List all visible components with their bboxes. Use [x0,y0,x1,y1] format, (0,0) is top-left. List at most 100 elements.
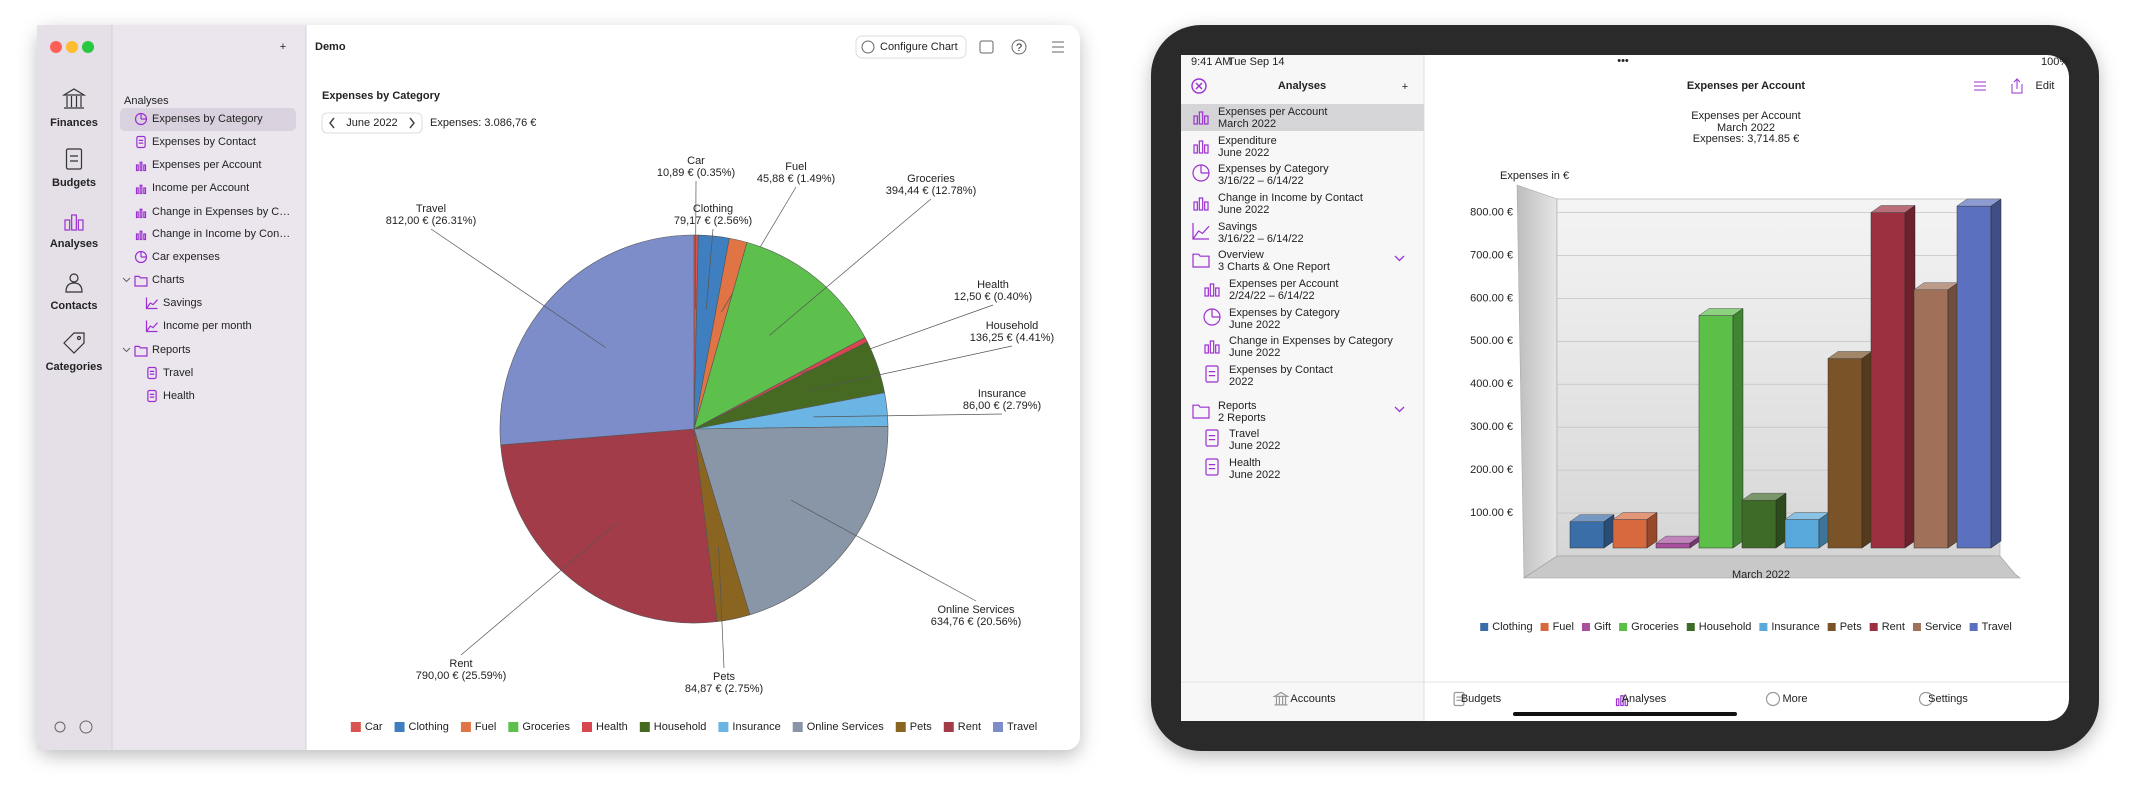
sidebar-item[interactable]: Income per Account [152,182,249,194]
icon [65,273,83,293]
list-icon[interactable] [1052,41,1064,53]
tab-label[interactable]: Budgets [1461,693,1502,705]
share-icon[interactable] [2011,78,2023,94]
icon-part [1198,140,1204,154]
add-button[interactable]: + [280,41,286,53]
add-button[interactable]: + [1402,81,1408,93]
list-title[interactable]: Reports [1218,400,1257,412]
leader-line [769,198,932,336]
help-icon[interactable] [1011,39,1027,55]
icon [145,320,158,333]
rail-label[interactable]: Contacts [50,300,97,312]
multitask-dots[interactable]: ••• [1617,55,1629,67]
icon [1205,429,1219,447]
slice-value: 86,00 € (2.79%) [963,400,1041,412]
bar-top-shade [1613,512,1657,520]
tab-label[interactable]: Settings [1928,693,1968,705]
icon-part [1204,115,1209,125]
pie-slice [693,242,866,430]
leader-line [718,546,725,669]
sidebar-item[interactable]: Expenses by Category [152,113,263,125]
bar-top-shade [1871,205,1915,213]
folder-label[interactable]: Reports [152,344,191,356]
folder-label[interactable]: Charts [152,274,185,286]
y-tick-label: 800.00 € [1470,206,1513,218]
y-tick-label: 500.00 € [1470,335,1513,347]
leader-line [705,228,714,310]
icon-part [61,88,87,109]
print-icon[interactable] [979,40,994,54]
sidebar-item[interactable]: Expenses by Contact [152,136,256,148]
tab-label[interactable]: Accounts [1290,693,1336,705]
bar-front [1827,358,1863,549]
y-tick-label: 700.00 € [1470,249,1513,261]
list-title[interactable]: Change in Income by Contact [1218,192,1363,204]
bar-top-shade [1957,199,2001,207]
list-title[interactable]: Health [1229,457,1261,469]
sidebar-item[interactable]: Income per month [163,320,252,332]
list-icon[interactable] [1974,81,1986,91]
icon-part [135,211,139,219]
icon [1204,283,1220,297]
bar-side-shade [1604,514,1614,548]
bar-front [1698,315,1734,549]
legend-swatch [350,722,361,732]
icon-part [65,148,83,170]
sidebar-item[interactable]: Car expenses [152,251,220,263]
edit-button[interactable]: Edit [2036,80,2055,92]
bar-top-shade [1914,282,1958,290]
rail-label[interactable]: Categories [46,361,103,373]
list-subtitle: June 2022 [1229,319,1280,331]
icon-part [139,230,143,241]
configure-button[interactable] [855,35,967,59]
zoom-button[interactable] [82,41,94,53]
list-title[interactable]: Expenses per Account [1229,278,1338,290]
play-icon[interactable] [79,720,93,734]
list-title[interactable]: Travel [1229,428,1259,440]
minimize-button[interactable] [66,41,78,53]
y-tick-label: 600.00 € [1470,292,1513,304]
icon [1193,111,1209,125]
tab-label[interactable]: Analyses [1622,693,1667,705]
sidebar-item[interactable]: Expenses per Account [152,159,261,171]
icon [136,135,146,149]
bar-front [1655,542,1691,549]
icon-part [1192,223,1210,240]
rail-label[interactable]: Finances [50,117,98,129]
list-title[interactable]: Expenses by Category [1229,307,1340,319]
sidebar-item[interactable]: Change in Expenses by C… [152,206,290,218]
period-arrows[interactable] [329,117,415,129]
chevron [122,277,131,283]
slice-value: 12,50 € (0.40%) [954,291,1032,303]
chart-note: Expenses: 3,714.85 € [1693,133,1799,145]
sidebar-item[interactable]: Health [163,390,195,402]
sidebar-item[interactable]: Travel [163,367,193,379]
user-icon[interactable] [54,721,66,733]
list-subtitle: June 2022 [1229,347,1280,359]
close-icon[interactable] [1191,78,1207,94]
legend-label: Pets [1840,621,1863,633]
list-title[interactable]: Expenses per Account [1218,106,1327,118]
list-title[interactable]: Savings [1218,221,1258,233]
list-title[interactable]: Expenses by Category [1218,163,1329,175]
list-title[interactable]: Overview [1218,249,1264,261]
list-subtitle: 2 Reports [1218,412,1266,424]
sidebar-item[interactable]: Savings [163,297,203,309]
tab-label[interactable]: More [1782,693,1807,705]
close-button[interactable] [50,41,62,53]
list-subtitle: 2022 [1229,376,1253,388]
rail-label[interactable]: Budgets [52,177,96,189]
icon-part [70,155,78,162]
list-title[interactable]: Expenditure [1218,135,1277,147]
bar [1784,512,1830,549]
period-picker[interactable] [321,112,423,134]
bar-front [1870,212,1906,549]
slice-label: Rent [449,658,472,670]
rail-label[interactable]: Analyses [50,238,98,250]
icon-part [149,370,155,375]
list-title[interactable]: Change in Expenses by Category [1229,335,1393,347]
legend-swatch [1759,623,1768,631]
sidebar-item[interactable]: Change in Income by Con… [152,228,290,240]
list-title[interactable]: Expenses by Contact [1229,364,1333,376]
home-indicator [1513,712,1737,716]
